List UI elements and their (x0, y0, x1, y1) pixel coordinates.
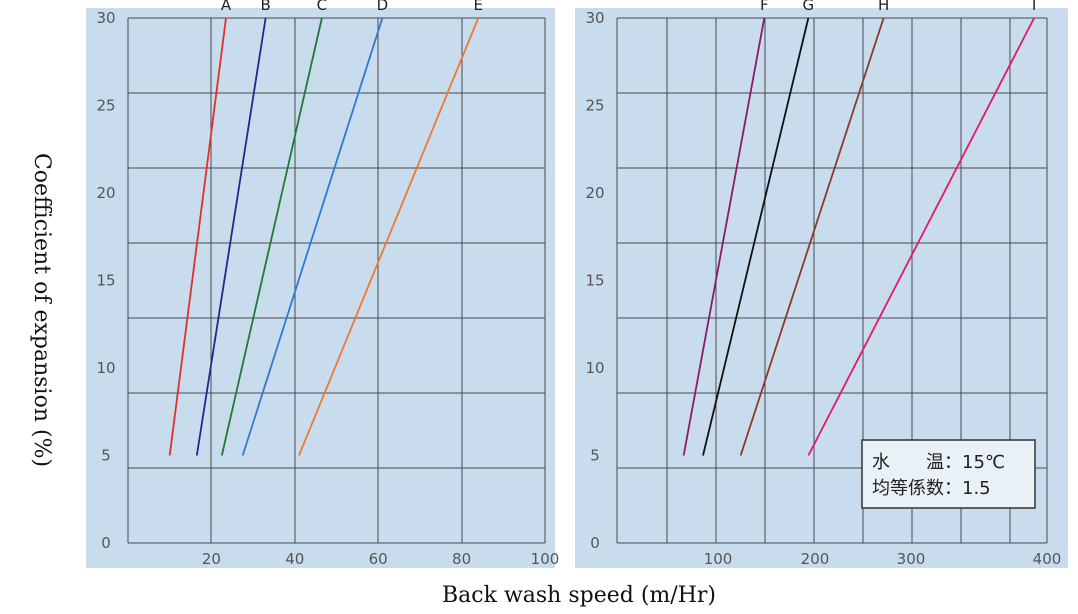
chart-panels: 0 5 10 15 20 25 30 20 40 60 80 100 A B C D E 0 5 10 15 20 25 30… (86, 0, 1068, 568)
right-panel: 0 5 10 15 20 25 30 100 200 300 400 F G H I 水 温：15℃ 均等係数：… (575, 0, 1068, 568)
y-tick-label: 10 (585, 359, 604, 377)
x-tick-label: 100 (531, 550, 560, 568)
series-label-f: F (760, 0, 769, 14)
x-tick-label: 20 (202, 550, 221, 568)
x-tick-label: 80 (452, 550, 471, 568)
series-label-b: B (260, 0, 270, 14)
x-tick-label: 400 (1033, 550, 1062, 568)
x-tick-label: 100 (704, 550, 733, 568)
series-label-h: H (878, 0, 889, 14)
series-label-g: G (803, 0, 815, 14)
panel-background (86, 8, 555, 568)
series-label-a: A (221, 0, 232, 14)
series-line-f (682, 17, 766, 456)
y-tick-label: 10 (96, 359, 115, 377)
x-tick-label: 60 (369, 550, 388, 568)
y-tick-label: 0 (590, 534, 600, 552)
x-axis-title: Back wash speed (m/Hr) (442, 583, 716, 608)
y-tick-label: 25 (96, 97, 115, 115)
legend-box-group: 水 温：15℃ 均等係数：1.5 (861, 439, 1036, 509)
series-label-i: I (1032, 0, 1036, 14)
y-tick-label: 30 (96, 9, 115, 27)
y-axis-title: Coefficient of expansion (%) (29, 153, 54, 467)
x-tick-label: 300 (897, 550, 926, 568)
series-line-a (168, 17, 227, 456)
y-tick-label: 15 (96, 272, 115, 290)
left-panel: 0 5 10 15 20 25 30 20 40 60 80 100 A B C D E (86, 0, 559, 568)
series-line-e (298, 17, 480, 456)
y-tick-label: 15 (585, 272, 604, 290)
series-label-e: E (474, 0, 483, 14)
y-tick-label: 5 (590, 447, 600, 465)
legend-box (861, 439, 1036, 509)
y-tick-label: 5 (101, 447, 111, 465)
series-line-b (195, 17, 267, 456)
y-tick-label: 20 (96, 184, 115, 202)
y-tick-label: 25 (585, 97, 604, 115)
legend-line: 均等係数：1.5 (872, 478, 991, 499)
series-line-h (739, 17, 885, 456)
series-line-g (702, 17, 810, 456)
series-label-c: C (317, 0, 327, 14)
y-tick-label: 20 (585, 184, 604, 202)
x-tick-label: 40 (285, 550, 304, 568)
x-tick-label: 200 (801, 550, 830, 568)
series-line-c (220, 17, 323, 456)
series-label-d: D (377, 0, 389, 14)
y-tick-label: 0 (101, 534, 111, 552)
series-line-i (807, 17, 1035, 456)
legend-line: 水 温：15℃ (872, 452, 1005, 473)
y-tick-label: 30 (585, 9, 604, 27)
series-line-d (241, 17, 384, 456)
